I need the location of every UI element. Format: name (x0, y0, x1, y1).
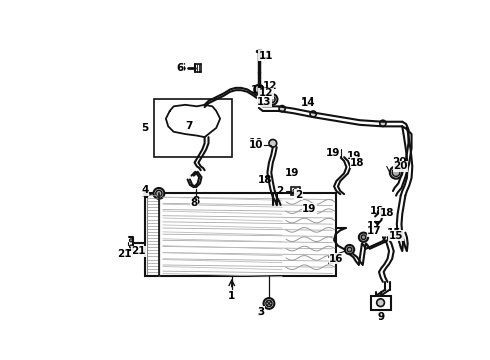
Text: 19: 19 (325, 148, 340, 158)
Text: 13: 13 (251, 85, 266, 95)
Text: 17: 17 (367, 221, 382, 231)
Text: 6: 6 (176, 63, 183, 73)
Circle shape (269, 139, 277, 147)
Text: 18: 18 (350, 158, 365, 167)
Circle shape (361, 235, 366, 239)
Text: 1: 1 (228, 291, 235, 301)
Circle shape (345, 245, 354, 254)
Text: 21: 21 (131, 246, 146, 256)
Text: 10: 10 (249, 138, 264, 148)
Text: 19: 19 (285, 167, 299, 177)
Text: 17: 17 (367, 226, 382, 236)
Text: 18: 18 (258, 175, 272, 185)
Circle shape (390, 166, 402, 179)
Circle shape (156, 190, 162, 197)
Text: 18: 18 (379, 208, 394, 217)
Text: 2: 2 (295, 190, 302, 200)
Text: 3: 3 (258, 307, 265, 317)
Circle shape (392, 169, 400, 176)
Circle shape (359, 233, 368, 242)
Text: 20: 20 (392, 157, 406, 167)
Text: 16: 16 (327, 256, 342, 266)
Text: 8: 8 (190, 198, 197, 208)
Text: 19: 19 (347, 150, 362, 161)
Text: 18: 18 (370, 206, 385, 216)
Text: 7: 7 (185, 121, 193, 131)
Text: 9: 9 (377, 311, 384, 321)
Text: 15: 15 (389, 231, 403, 241)
Text: 5: 5 (141, 123, 148, 133)
Text: 10: 10 (249, 140, 264, 150)
Text: 9: 9 (378, 311, 385, 321)
Text: 2: 2 (276, 186, 283, 196)
Circle shape (153, 188, 164, 199)
Circle shape (293, 189, 297, 193)
Circle shape (267, 94, 277, 105)
Text: 5: 5 (141, 123, 148, 133)
Text: 6: 6 (178, 63, 186, 73)
Text: 20: 20 (393, 161, 408, 171)
Text: 14: 14 (300, 97, 315, 107)
Circle shape (380, 120, 386, 126)
Text: 3: 3 (256, 309, 263, 319)
Text: 15: 15 (387, 228, 401, 238)
Text: 7: 7 (185, 121, 193, 131)
Text: 14: 14 (300, 98, 315, 108)
Text: 8: 8 (193, 196, 200, 206)
Text: 4: 4 (141, 185, 148, 195)
Circle shape (264, 298, 274, 309)
Text: 21: 21 (118, 249, 132, 259)
Circle shape (310, 111, 316, 117)
Text: 11: 11 (259, 50, 273, 60)
Circle shape (254, 85, 264, 94)
Text: 16: 16 (329, 254, 343, 264)
Text: 19: 19 (302, 204, 317, 214)
Circle shape (347, 247, 352, 252)
Circle shape (129, 239, 133, 242)
Text: 1: 1 (228, 291, 235, 301)
Text: 12: 12 (263, 81, 277, 91)
Text: 11: 11 (258, 50, 272, 60)
Text: 13: 13 (257, 97, 271, 107)
Circle shape (129, 245, 133, 248)
Circle shape (279, 105, 285, 112)
Circle shape (266, 300, 272, 306)
Text: 4: 4 (141, 190, 148, 200)
Text: 12: 12 (259, 88, 273, 98)
Circle shape (269, 96, 275, 103)
Circle shape (377, 299, 385, 306)
